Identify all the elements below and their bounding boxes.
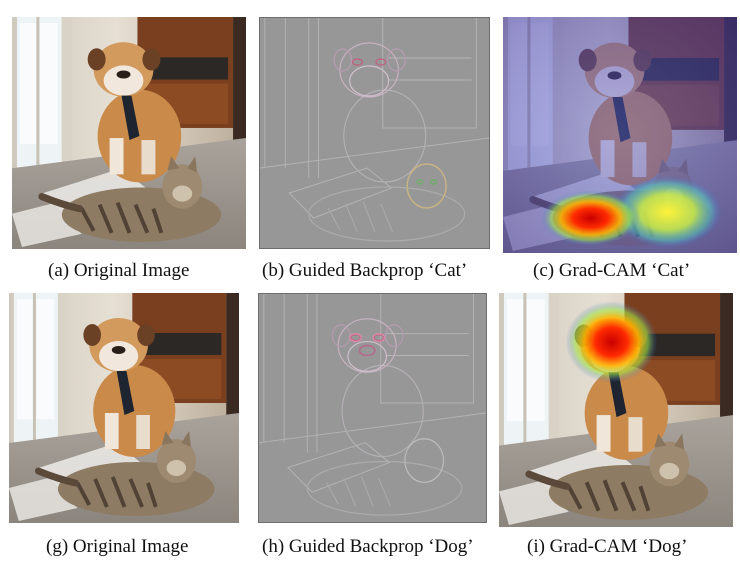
panel-h-guided-backprop-dog — [258, 293, 487, 523]
guided-backprop-image — [259, 294, 486, 522]
original-image — [12, 17, 246, 249]
heatmap-hotspot-yellow — [612, 176, 723, 248]
grad-cam-image — [503, 17, 737, 253]
panel-a-original-image — [12, 17, 246, 249]
panel-b-guided-backprop-cat — [259, 17, 490, 249]
caption-b: (b) Guided Backprop ‘Cat’ — [262, 260, 468, 281]
caption-c: (c) Grad-CAM ‘Cat’ — [533, 260, 691, 281]
panel-c-grad-cam-cat — [503, 17, 737, 253]
caption-a: (a) Original Image — [48, 260, 190, 281]
heatmap-hotspot-red — [540, 190, 641, 246]
panel-g-original-image — [9, 293, 239, 523]
guided-backprop-image — [260, 18, 489, 248]
caption-h: (h) Guided Backprop ‘Dog’ — [262, 536, 474, 557]
heatmap-hotspot-red — [565, 301, 658, 383]
grad-cam-image — [499, 293, 733, 527]
original-image — [9, 293, 239, 523]
caption-i: (i) Grad-CAM ‘Dog’ — [527, 536, 688, 557]
panel-i-grad-cam-dog — [499, 293, 733, 527]
caption-g: (g) Original Image — [46, 536, 189, 557]
